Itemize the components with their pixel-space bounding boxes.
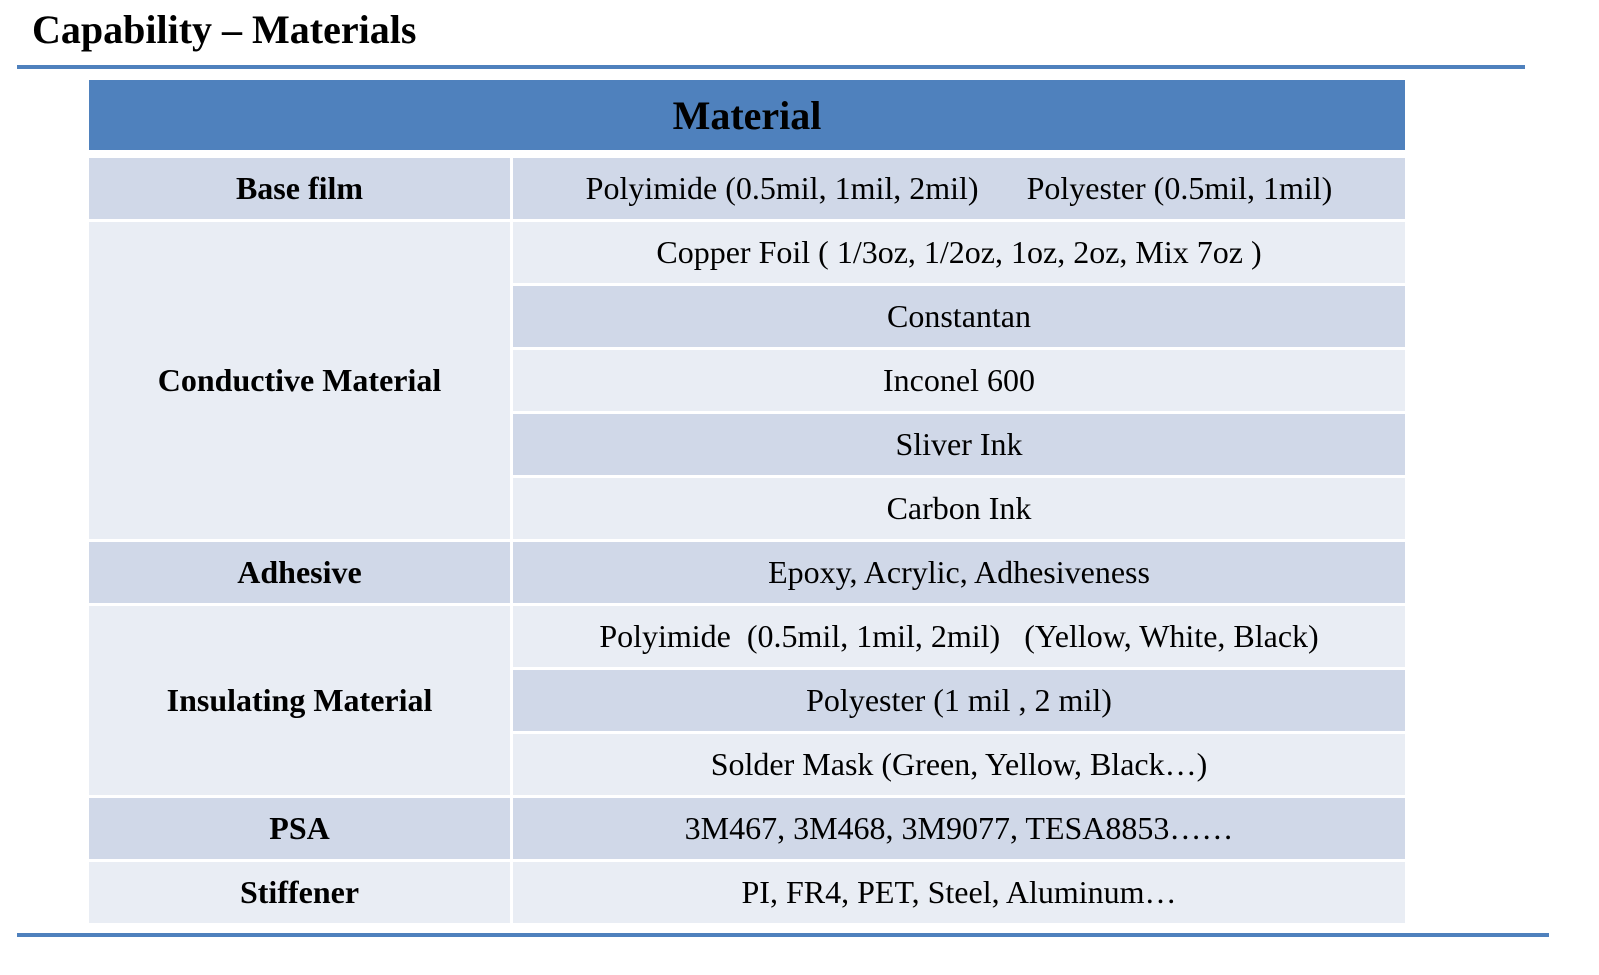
- row-value: Carbon Ink: [513, 478, 1405, 539]
- row-value: Constantan: [513, 286, 1405, 347]
- row-label: Adhesive: [89, 542, 510, 603]
- row-value: Polyester (1 mil , 2 mil): [513, 670, 1405, 731]
- row-value: Inconel 600: [513, 350, 1405, 411]
- table-header: Material: [89, 80, 1405, 150]
- row-label: Stiffener: [89, 862, 510, 923]
- row-value: Copper Foil ( 1/3oz, 1/2oz, 1oz, 2oz, Mi…: [513, 222, 1405, 283]
- row-label: Base film: [89, 158, 510, 219]
- row-value: Solder Mask (Green, Yellow, Black…): [513, 734, 1405, 795]
- row-label: Conductive Material: [89, 222, 510, 539]
- page-title: Capability – Materials: [32, 7, 417, 52]
- row-value: 3M467, 3M468, 3M9077, TESA8853……: [513, 798, 1405, 859]
- row-label: Insulating Material: [89, 606, 510, 795]
- bottom-rule: [17, 933, 1549, 937]
- row-value: Polyimide (0.5mil, 1mil, 2mil) Polyester…: [513, 158, 1405, 219]
- top-rule: [17, 65, 1525, 69]
- row-label: PSA: [89, 798, 510, 859]
- row-value: Sliver Ink: [513, 414, 1405, 475]
- row-value: Polyimide (0.5mil, 1mil, 2mil) (Yellow, …: [513, 606, 1405, 667]
- row-value: PI, FR4, PET, Steel, Aluminum…: [513, 862, 1405, 923]
- row-value: Epoxy, Acrylic, Adhesiveness: [513, 542, 1405, 603]
